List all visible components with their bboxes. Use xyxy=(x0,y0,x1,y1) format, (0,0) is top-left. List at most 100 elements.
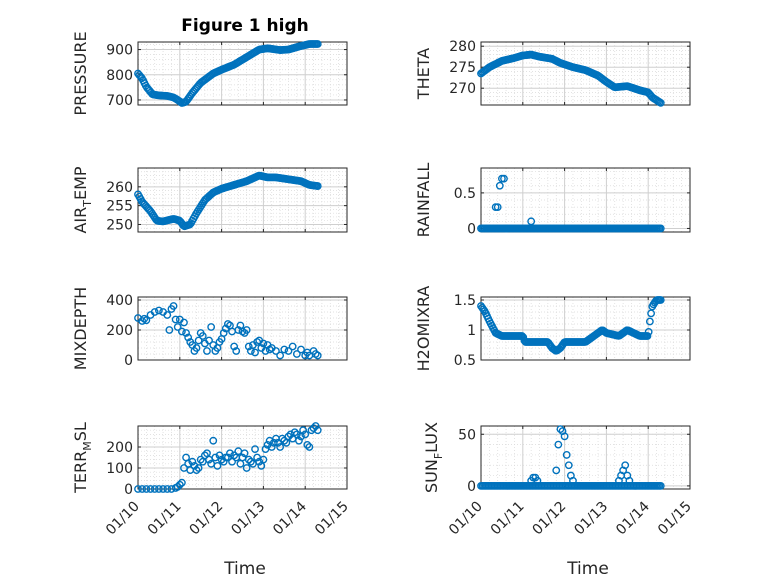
data-point xyxy=(150,485,159,493)
data-point xyxy=(303,440,312,449)
data-point xyxy=(554,440,563,449)
data-point xyxy=(230,342,239,351)
y-tick-label: 800 xyxy=(106,68,133,84)
axes-box xyxy=(137,296,348,361)
data-point xyxy=(527,217,536,226)
data-point xyxy=(230,451,239,460)
data-point xyxy=(203,347,211,355)
data-point xyxy=(251,445,259,453)
data-point xyxy=(138,485,147,493)
y-axis-label: THETA xyxy=(414,48,433,100)
y-tick-label: 0 xyxy=(467,221,476,237)
data-point xyxy=(292,350,301,358)
data-point xyxy=(188,457,197,466)
minor-grid xyxy=(481,297,690,361)
data-point xyxy=(625,476,634,485)
data-series xyxy=(134,302,322,360)
data-point xyxy=(495,181,504,190)
y-tick-label: 200 xyxy=(106,440,133,456)
data-point xyxy=(194,464,203,472)
x-axis-label-left: Time xyxy=(223,559,266,579)
data-point xyxy=(219,457,228,466)
data-point xyxy=(219,329,228,337)
data-point xyxy=(198,332,207,340)
data-series xyxy=(477,174,665,233)
y-tick-label: 0 xyxy=(124,482,133,498)
data-point xyxy=(647,309,655,318)
data-series xyxy=(477,296,665,355)
data-point xyxy=(299,426,308,435)
data-series xyxy=(477,425,665,490)
subplot-pressure: 700 800 900 PRESSURE xyxy=(71,31,348,116)
data-point xyxy=(165,326,174,334)
data-point xyxy=(644,327,653,336)
major-grid xyxy=(480,426,691,489)
data-point xyxy=(209,436,218,445)
x-tick-label: 01/13 xyxy=(228,499,268,539)
data-point xyxy=(290,428,299,437)
y-tick-label: 255 xyxy=(106,199,133,215)
data-point xyxy=(232,347,241,355)
data-series xyxy=(134,422,322,493)
y-tick-label: 200 xyxy=(106,323,133,339)
data-point xyxy=(552,466,561,475)
data-point xyxy=(259,455,268,464)
minor-grid xyxy=(481,168,690,232)
x-tick-label: 01/14 xyxy=(613,498,653,538)
data-point xyxy=(267,443,276,451)
data-point xyxy=(190,461,199,470)
data-point xyxy=(280,436,289,445)
data-point xyxy=(311,422,320,430)
x-tick-label: 01/11 xyxy=(145,499,185,539)
data-point xyxy=(196,455,205,464)
x-tick-label: 01/14 xyxy=(270,498,310,538)
y-axis-label: SUNFLUX xyxy=(422,422,445,493)
data-point xyxy=(194,336,203,345)
data-point xyxy=(171,315,180,324)
subplot-terr-msl: 0 100 200 TERRMSL 01/10 01/11 01/12 01/13 01/14 0… xyxy=(71,422,352,538)
data-point xyxy=(656,481,665,490)
data-point xyxy=(656,296,665,304)
data-point xyxy=(560,432,569,441)
axes-box xyxy=(137,41,348,106)
y-tick-label: 0 xyxy=(124,353,133,369)
y-tick-label: 900 xyxy=(106,43,133,59)
data-point xyxy=(154,485,163,493)
y-axis-label: PRESSURE xyxy=(71,31,90,115)
y-tick-label: 0.5 xyxy=(454,353,476,369)
data-series xyxy=(134,171,322,231)
subplot-h2omixra: 0.5 1 1.5 H2OMIXRA xyxy=(414,286,691,371)
x-tick-label: 01/12 xyxy=(530,499,570,539)
data-point xyxy=(154,306,163,315)
data-point xyxy=(213,461,222,470)
data-point xyxy=(192,344,201,352)
data-point xyxy=(192,466,201,474)
axes-box xyxy=(480,425,691,490)
y-tick-label: 270 xyxy=(449,81,476,97)
data-point xyxy=(180,318,188,327)
data-point xyxy=(305,443,314,451)
axes-box xyxy=(137,425,348,490)
data-point xyxy=(313,40,322,48)
data-point xyxy=(621,461,630,470)
data-point xyxy=(163,485,172,493)
data-point xyxy=(177,327,186,336)
data-point xyxy=(645,317,654,326)
y-axis-label: AIRTEMP xyxy=(71,166,94,233)
x-tick-label: 01/13 xyxy=(571,499,611,539)
y-axis-label: MIXDEPTH xyxy=(71,287,90,370)
data-point xyxy=(313,351,322,360)
x-tick-label: 01/15 xyxy=(655,499,695,539)
y-tick-label: 0.5 xyxy=(454,186,476,202)
data-point xyxy=(228,327,236,336)
data-point xyxy=(313,426,322,435)
data-point xyxy=(242,464,251,472)
y-tick-label: 260 xyxy=(106,180,133,196)
data-point xyxy=(134,485,142,493)
data-point xyxy=(246,457,255,466)
data-series xyxy=(477,50,665,107)
data-point xyxy=(175,480,184,489)
x-tick-label: 01/10 xyxy=(103,499,143,539)
x-tick-label: 01/11 xyxy=(488,499,528,539)
